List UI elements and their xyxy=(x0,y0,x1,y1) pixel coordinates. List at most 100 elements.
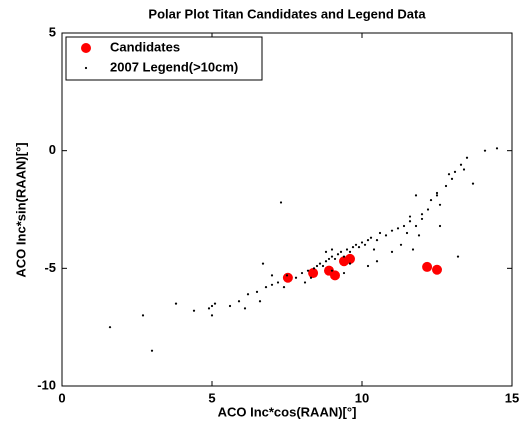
point xyxy=(384,234,388,237)
point xyxy=(324,250,328,253)
point xyxy=(420,217,424,221)
point xyxy=(228,304,232,308)
point xyxy=(210,304,214,308)
point xyxy=(330,269,334,272)
point xyxy=(357,246,361,249)
point xyxy=(465,156,469,159)
point xyxy=(258,300,262,303)
point xyxy=(312,267,316,270)
point xyxy=(422,261,433,272)
point xyxy=(435,191,439,195)
point xyxy=(459,163,463,166)
point xyxy=(270,274,274,277)
point xyxy=(294,276,298,279)
legend-marker xyxy=(84,66,88,70)
point xyxy=(333,257,337,261)
point xyxy=(327,257,331,261)
point xyxy=(243,307,247,310)
point xyxy=(264,286,268,289)
point xyxy=(375,238,379,242)
point xyxy=(345,248,349,251)
point xyxy=(210,314,214,317)
point xyxy=(438,203,442,206)
x-tick-label: 0 xyxy=(58,390,65,405)
point xyxy=(324,260,328,263)
point xyxy=(330,270,340,281)
point xyxy=(300,271,304,275)
point xyxy=(303,281,307,284)
point xyxy=(360,241,364,244)
point xyxy=(450,177,454,181)
point xyxy=(192,309,196,312)
point xyxy=(372,248,376,251)
point xyxy=(495,147,499,150)
x-tick-label: 10 xyxy=(355,390,369,405)
point xyxy=(276,281,280,284)
point xyxy=(348,250,352,253)
point xyxy=(399,243,403,246)
point xyxy=(308,268,319,279)
point xyxy=(405,231,409,235)
point xyxy=(330,248,334,251)
point xyxy=(348,262,352,265)
point xyxy=(390,250,394,253)
legend-label: 2007 Legend(>10cm) xyxy=(110,59,238,74)
point xyxy=(141,314,145,317)
point xyxy=(435,194,439,197)
point xyxy=(321,264,325,268)
point xyxy=(306,269,310,272)
point xyxy=(378,231,382,235)
point xyxy=(483,149,487,152)
point xyxy=(414,194,418,197)
point xyxy=(363,243,367,246)
point xyxy=(366,264,370,268)
point xyxy=(444,184,448,188)
point xyxy=(270,283,274,286)
point xyxy=(366,238,370,242)
point xyxy=(471,182,475,185)
legend-box xyxy=(65,36,263,81)
point xyxy=(354,243,358,246)
point xyxy=(336,253,340,256)
x-tick-label: 5 xyxy=(208,390,215,405)
point xyxy=(453,170,457,173)
point xyxy=(207,307,211,310)
point xyxy=(282,272,293,283)
point xyxy=(414,224,418,228)
y-tick-label: -10 xyxy=(37,377,56,392)
point xyxy=(396,227,400,230)
point xyxy=(408,220,412,223)
point xyxy=(342,271,346,275)
point xyxy=(426,208,430,211)
point xyxy=(342,255,346,258)
point xyxy=(150,349,154,352)
y-axis-label: ACO Inc*sin(RAAN)[°] xyxy=(13,142,28,277)
point xyxy=(246,293,250,296)
point xyxy=(213,302,217,305)
point xyxy=(285,274,289,277)
point xyxy=(261,262,265,265)
legend-label: Candidates xyxy=(110,39,180,54)
point xyxy=(174,302,178,305)
point xyxy=(309,276,313,279)
point xyxy=(318,262,322,265)
point xyxy=(402,224,406,228)
y-tick-label: -5 xyxy=(44,260,56,275)
legend-marker xyxy=(81,43,91,53)
y-tick-label: 0 xyxy=(49,142,56,157)
point xyxy=(462,168,466,171)
point xyxy=(408,215,412,218)
point xyxy=(351,246,355,249)
point xyxy=(447,173,451,176)
point xyxy=(279,201,283,204)
x-tick-label: 15 xyxy=(505,390,519,405)
y-tick-label: 5 xyxy=(49,24,56,39)
point xyxy=(345,253,355,264)
point xyxy=(432,264,442,275)
point xyxy=(282,286,286,289)
point xyxy=(255,290,259,293)
point xyxy=(417,234,421,237)
point xyxy=(375,260,379,263)
point xyxy=(429,198,433,202)
